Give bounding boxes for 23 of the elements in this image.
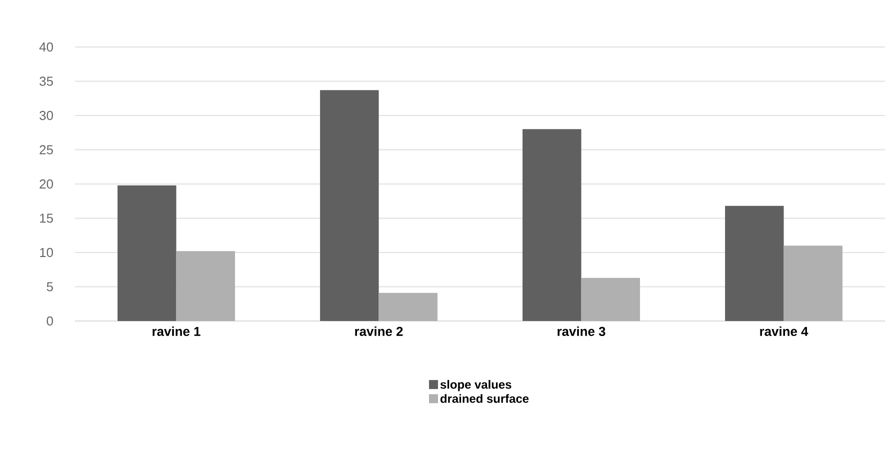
bar bbox=[176, 251, 235, 321]
y-tick-label: 25 bbox=[40, 145, 53, 154]
x-tick-label: ravine 3 bbox=[558, 326, 606, 336]
bar bbox=[581, 278, 640, 321]
bar bbox=[378, 292, 438, 321]
x-tick-label: ravine 4 bbox=[760, 326, 808, 336]
bar bbox=[784, 246, 842, 321]
x-tick-label: ravine 1 bbox=[152, 326, 200, 336]
bar bbox=[320, 90, 379, 321]
legend-label: drained surface bbox=[440, 394, 529, 403]
y-tick-label: 10 bbox=[40, 248, 53, 258]
y-tick-label: 20 bbox=[40, 179, 53, 189]
legend-label: slope values bbox=[440, 380, 512, 392]
y-tick-label: 5 bbox=[46, 282, 53, 292]
y-tick-label: 15 bbox=[40, 214, 53, 223]
y-tick-label: 0 bbox=[46, 316, 53, 326]
y-tick-label: 40 bbox=[39, 42, 53, 52]
bar bbox=[118, 185, 176, 321]
y-tick-label: 30 bbox=[40, 110, 53, 120]
x-tick-label: ravine 2 bbox=[355, 326, 403, 336]
bar bbox=[522, 129, 582, 321]
y-tick-label: 35 bbox=[40, 76, 53, 86]
bar bbox=[725, 206, 784, 321]
